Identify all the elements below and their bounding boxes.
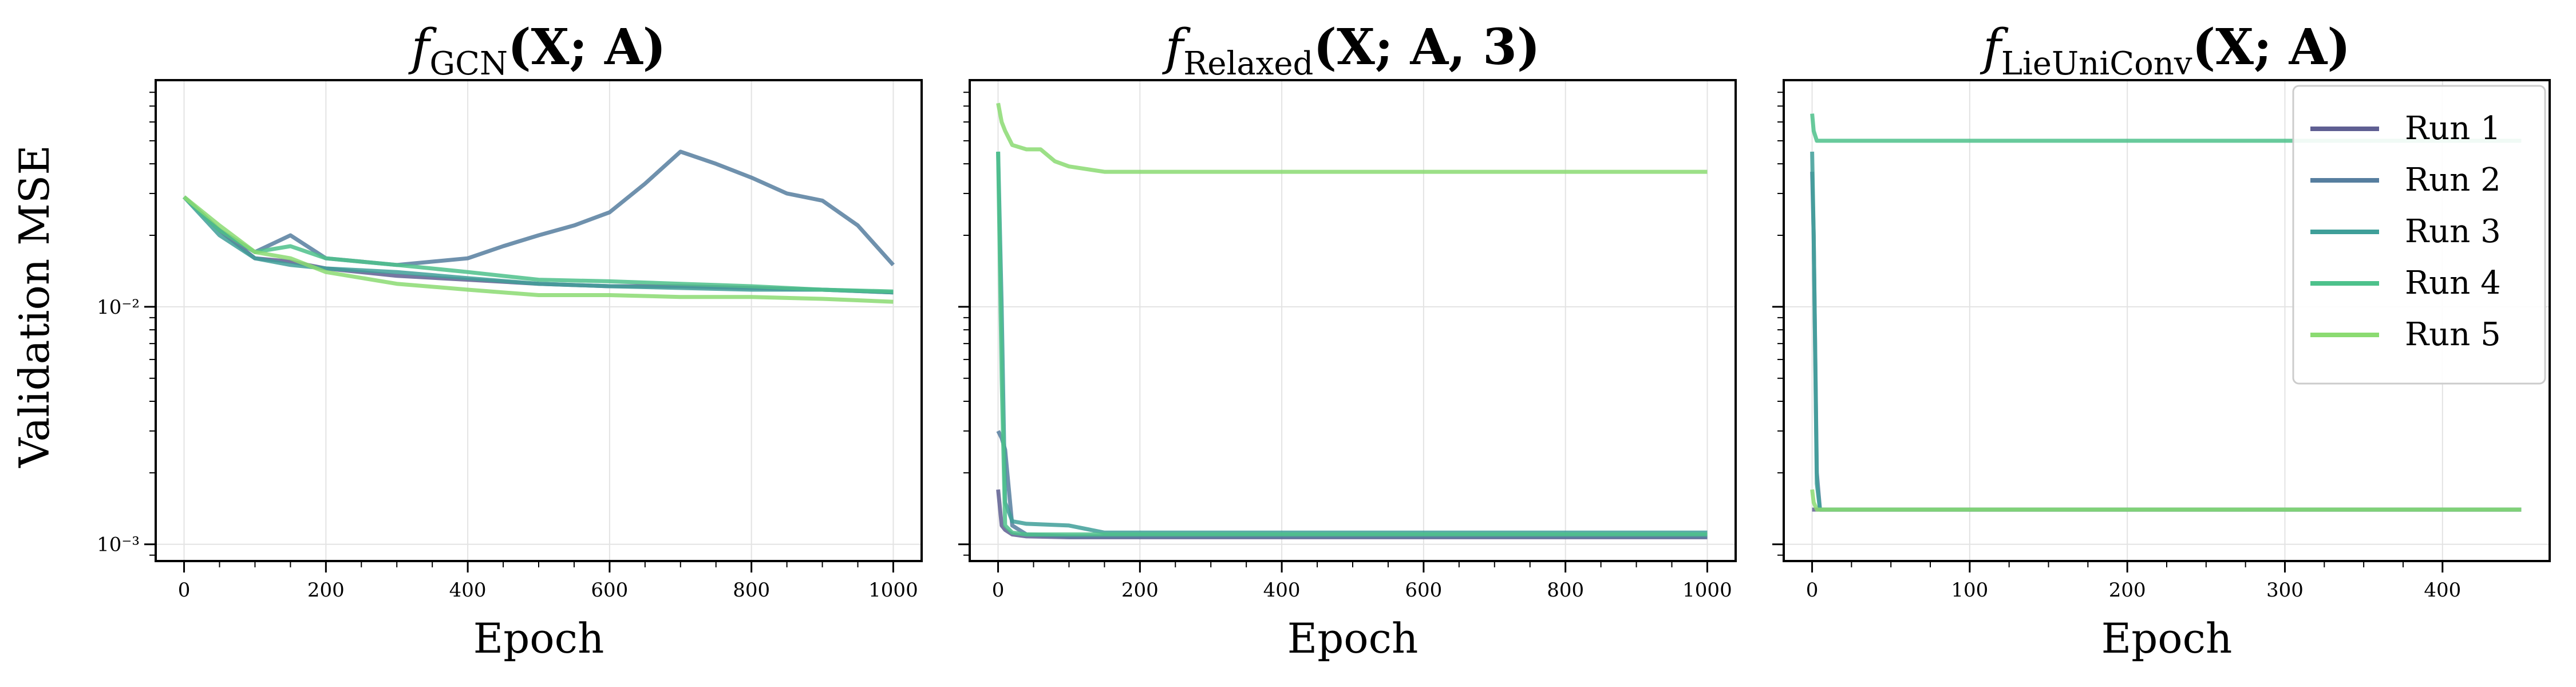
series-line-run-5 bbox=[996, 102, 1708, 174]
x-axis-label: Epoch bbox=[473, 614, 605, 662]
panel-title: fLieUniConv(X; A) bbox=[1980, 18, 2350, 82]
legend-entry: Run 1 bbox=[2405, 110, 2501, 147]
x-tick-label: 800 bbox=[733, 579, 770, 602]
x-tick-label: 400 bbox=[449, 579, 487, 602]
chart-panel-3: 0 100 200 300 400 Epoch fLieUniConv(X; A) bbox=[1772, 18, 2551, 662]
legend: Run 1 Run 2 Run 3 Run 4 Run 5 bbox=[2292, 85, 2546, 385]
x-tick-label: 0 bbox=[178, 579, 191, 602]
x-axis-label: Epoch bbox=[1287, 614, 1419, 662]
legend-entry: Run 2 bbox=[2405, 161, 2501, 199]
series-line-run-1 bbox=[996, 489, 1708, 539]
x-tick-label: 0 bbox=[1806, 579, 1819, 602]
x-tick-label: 400 bbox=[2424, 579, 2461, 602]
y-tick-label: 10⁻² bbox=[97, 296, 140, 319]
x-tick-label: 1000 bbox=[1682, 579, 1732, 602]
series-line-run-5 bbox=[183, 195, 894, 304]
plot-frame bbox=[969, 79, 1737, 562]
x-tick-label: 600 bbox=[1405, 579, 1442, 602]
legend-entry: Run 5 bbox=[2405, 316, 2501, 353]
panel-title: fGCN(X; A) bbox=[408, 18, 666, 82]
x-axis-label: Epoch bbox=[2101, 614, 2233, 662]
plot-frame bbox=[155, 79, 923, 562]
panel-title: fRelaxed(X; A, 3) bbox=[1161, 18, 1540, 82]
x-tick-label: 200 bbox=[1121, 579, 1159, 602]
x-tick-label: 600 bbox=[591, 579, 628, 602]
x-tick-label: 0 bbox=[992, 579, 1005, 602]
series-line-run-3 bbox=[996, 151, 1708, 535]
series-line-run-4 bbox=[996, 151, 1708, 536]
legend-entry: Run 4 bbox=[2405, 264, 2501, 302]
series-line-run-2 bbox=[996, 430, 1708, 539]
x-tick-label: 400 bbox=[1263, 579, 1301, 602]
chart-panel-2: 0 200 400 600 800 1000 Epoch fRelaxed(X; A, 3) bbox=[958, 18, 1737, 662]
series-line-run-4 bbox=[183, 195, 894, 294]
x-tick-label: 300 bbox=[2266, 579, 2304, 602]
x-tick-label: 100 bbox=[1951, 579, 1988, 602]
y-tick-label: 10⁻³ bbox=[97, 534, 140, 556]
x-tick-label: 800 bbox=[1547, 579, 1584, 602]
y-axis-label: Validation MSE bbox=[10, 145, 58, 468]
series-line-run-5 bbox=[1810, 489, 2522, 512]
chart-panel-1: 0 200 400 600 800 1000 10⁻³ 10⁻² Epoch fGCN(X; A) bbox=[97, 18, 923, 662]
x-tick-label: 1000 bbox=[868, 579, 918, 602]
x-tick-label: 200 bbox=[2109, 579, 2146, 602]
legend-box bbox=[2292, 85, 2546, 385]
series-line-run-2 bbox=[183, 149, 895, 267]
x-tick-label: 200 bbox=[307, 579, 345, 602]
legend-entry: Run 3 bbox=[2405, 213, 2501, 250]
series-line-run-3 bbox=[183, 195, 894, 295]
